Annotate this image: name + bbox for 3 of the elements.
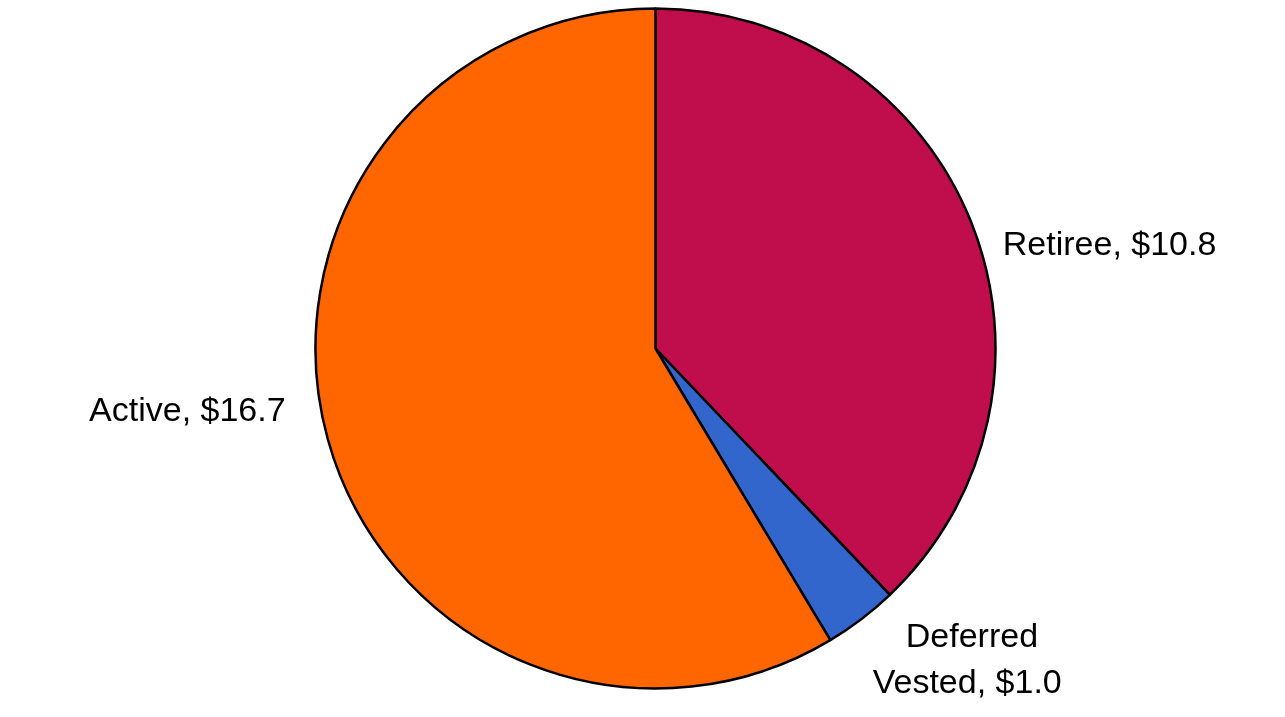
slice-label: Deferred Vested, $1.0	[872, 616, 1062, 700]
slice-label: Active, $16.7	[89, 389, 286, 428]
slice-label: Retiree, $10.8	[1002, 223, 1217, 262]
